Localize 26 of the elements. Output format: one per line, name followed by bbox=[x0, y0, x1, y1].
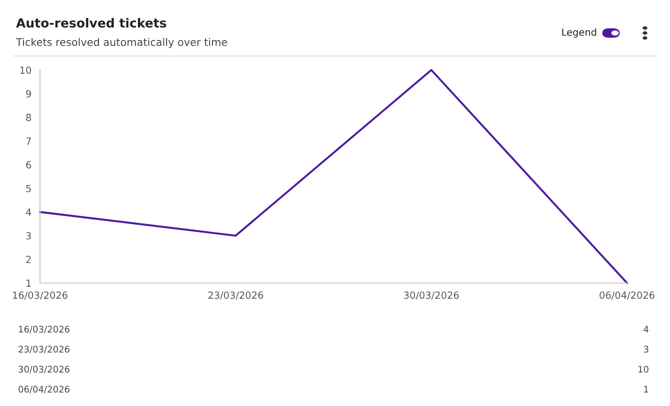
text: 3 bbox=[644, 346, 648, 353]
text: 30/03/2026 bbox=[18, 366, 70, 374]
y-tick-label: 3 bbox=[26, 232, 31, 240]
y-tick-label: 2 bbox=[26, 256, 31, 264]
text: 06/04/2026 bbox=[18, 386, 70, 394]
text: 16/03/2026 bbox=[18, 326, 70, 334]
text: Legend bbox=[562, 28, 596, 38]
y-tick-label: 8 bbox=[26, 114, 31, 122]
text: 4 bbox=[644, 326, 648, 332]
y-tick-label: 1 bbox=[26, 280, 31, 287]
chart-title: Auto-resolved tickets bbox=[16, 18, 166, 28]
line-series bbox=[39, 69, 628, 284]
x-tick-label: 16/03/2026 bbox=[13, 292, 68, 300]
y-tick-label: 9 bbox=[26, 90, 31, 98]
text: 10 bbox=[638, 366, 648, 373]
x-tick-label: 06/04/2026 bbox=[600, 292, 654, 300]
text: 23/03/2026 bbox=[18, 346, 70, 354]
y-tick-label: 7 bbox=[26, 138, 31, 145]
x-tick-label: 30/03/2026 bbox=[404, 292, 459, 300]
y-tick-label: 5 bbox=[26, 184, 31, 192]
y-tick-label: 10 bbox=[20, 66, 32, 74]
chart-subtitle: Tickets resolved automatically over time bbox=[16, 38, 228, 48]
text: 1 bbox=[644, 386, 648, 392]
y-tick-label: 6 bbox=[26, 161, 32, 168]
y-tick-label: 4 bbox=[26, 208, 32, 216]
x-tick-label: 23/03/2026 bbox=[208, 292, 264, 300]
